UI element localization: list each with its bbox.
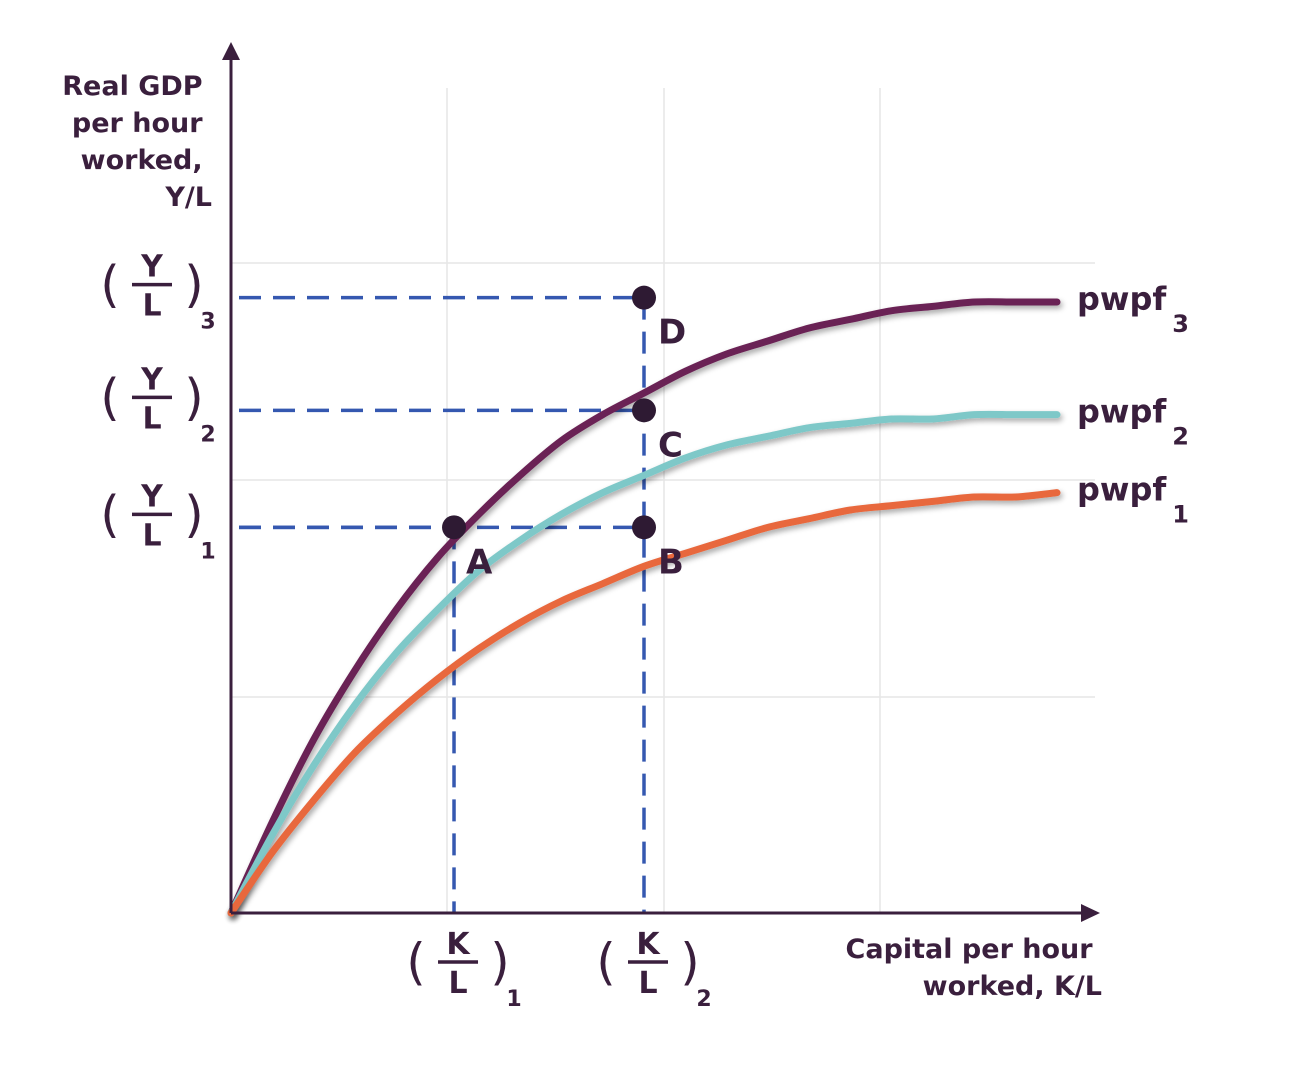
point-label-C: C (658, 425, 683, 465)
x-tick-label-1: () KL 1 (406, 927, 521, 1012)
y-axis-arrow (222, 42, 240, 60)
series-line-pwpf3 (227, 298, 1061, 917)
svg-text:L: L (448, 966, 467, 1001)
point-label-A: A (466, 542, 493, 582)
svg-text:(: ( (100, 485, 120, 543)
y-tick-label-3: () YL 3 (100, 250, 215, 335)
svg-text:(: ( (100, 368, 120, 426)
point-label-D: D (658, 313, 686, 353)
svg-text:2: 2 (696, 987, 711, 1012)
point-A (442, 515, 467, 540)
point-D (632, 285, 656, 310)
svg-text:(: ( (596, 933, 616, 991)
svg-text:2: 2 (200, 422, 215, 447)
svg-text:): ) (490, 933, 510, 991)
x-axis-title: Capital per hour worked, K/L (846, 934, 1102, 1002)
svg-text:): ) (184, 256, 204, 314)
svg-text:): ) (184, 368, 204, 426)
y-tick-label-2: () YL 2 (100, 362, 215, 447)
svg-text:Y: Y (140, 362, 164, 397)
points: A B C D (442, 285, 686, 582)
series-label-pwpf3: pwpf3 (1077, 280, 1189, 338)
point-label-B: B (658, 542, 684, 582)
svg-text:Y: Y (140, 479, 164, 514)
curves: pwpf3 pwpf2 pwpf1 (227, 280, 1189, 917)
svg-text:K: K (446, 927, 471, 962)
svg-text:1: 1 (506, 987, 521, 1012)
svg-text:(: ( (100, 256, 120, 314)
point-B (632, 515, 656, 540)
svg-text:L: L (142, 289, 161, 324)
point-C (632, 398, 656, 423)
svg-text:K: K (636, 927, 661, 962)
svg-text:1: 1 (200, 539, 215, 564)
svg-text:L: L (638, 966, 657, 1001)
svg-text:Y: Y (140, 250, 164, 285)
svg-text:(: ( (406, 933, 426, 991)
series-line-pwpf2 (227, 410, 1061, 917)
axes (222, 42, 1100, 922)
gridlines (231, 88, 1095, 913)
svg-text:): ) (184, 485, 204, 543)
x-tick-label-2: () KL 2 (596, 927, 711, 1012)
series-label-pwpf2: pwpf2 (1077, 393, 1189, 451)
svg-text:3: 3 (200, 310, 215, 335)
tick-labels: ()YL 3()YL 2()YL 1()KL 1()KL 2 (100, 250, 711, 1012)
x-axis-arrow (1081, 904, 1100, 922)
series-line-pwpf1 (227, 489, 1061, 917)
svg-text:): ) (680, 933, 700, 991)
y-axis-title: Real GDP per hour worked, Y/L (62, 71, 212, 213)
svg-text:L: L (142, 401, 161, 436)
svg-text:L: L (142, 518, 161, 553)
y-tick-label-1: () YL 1 (100, 479, 215, 564)
series-label-pwpf1: pwpf1 (1077, 471, 1189, 529)
